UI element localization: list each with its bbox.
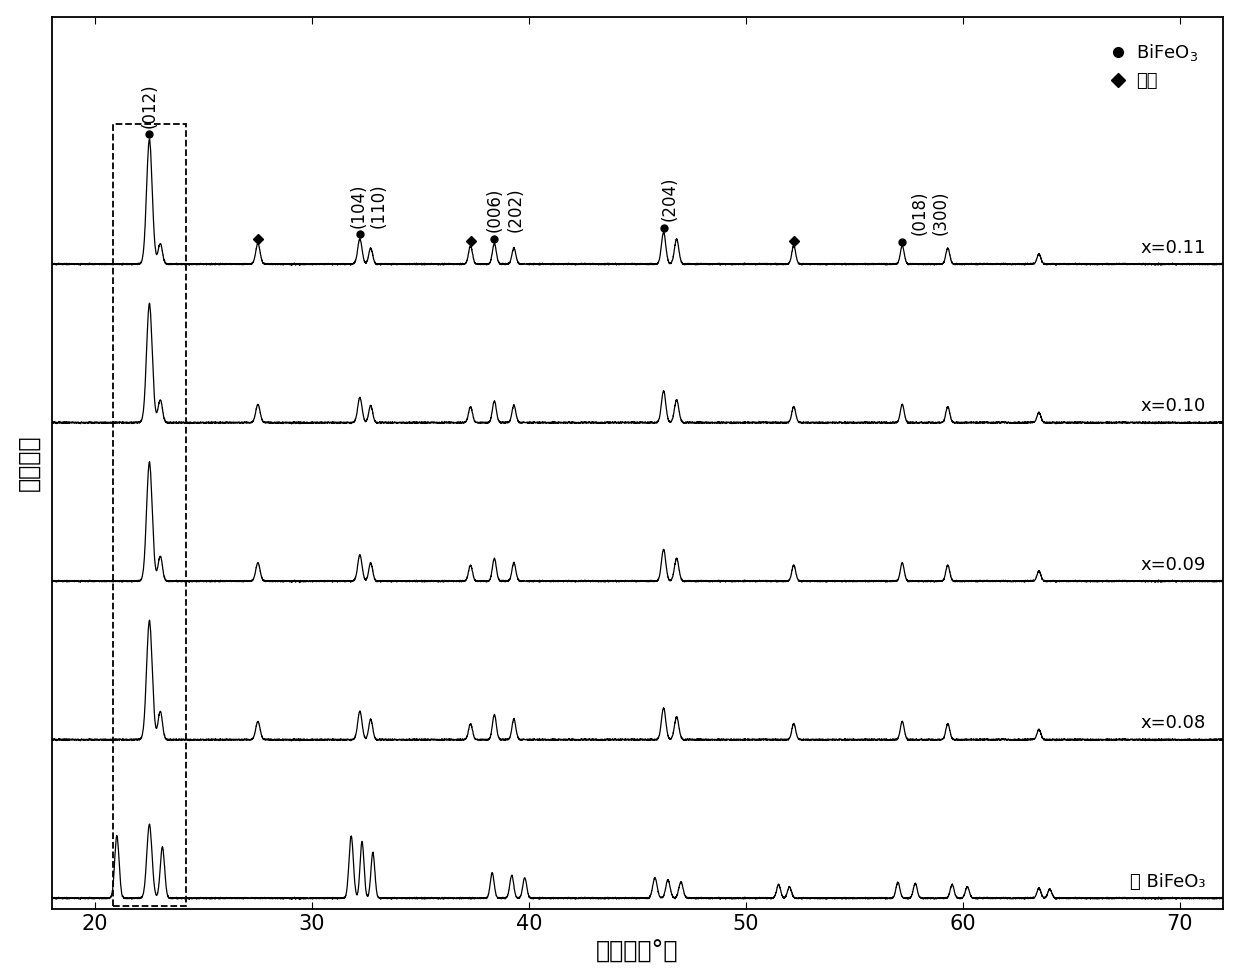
- Text: (012): (012): [140, 83, 159, 127]
- Y-axis label: 衍射强度: 衍射强度: [16, 434, 41, 491]
- Text: x=0.11: x=0.11: [1141, 239, 1207, 257]
- Text: x=0.10: x=0.10: [1141, 397, 1207, 416]
- Text: (104)
(110): (104) (110): [350, 183, 388, 227]
- Text: (018)
(300): (018) (300): [911, 190, 950, 235]
- Text: x=0.08: x=0.08: [1141, 714, 1207, 732]
- X-axis label: 衍射角（°）: 衍射角（°）: [596, 940, 678, 963]
- Text: 纯 BiFeO₃: 纯 BiFeO₃: [1131, 873, 1207, 891]
- Bar: [113, 124, 186, 906]
- Text: (204): (204): [661, 176, 680, 221]
- Text: x=0.09: x=0.09: [1141, 556, 1207, 573]
- Legend: BiFeO$_3$, 基板: BiFeO$_3$, 基板: [1101, 34, 1205, 97]
- Text: (006)
(202): (006) (202): [486, 188, 525, 232]
